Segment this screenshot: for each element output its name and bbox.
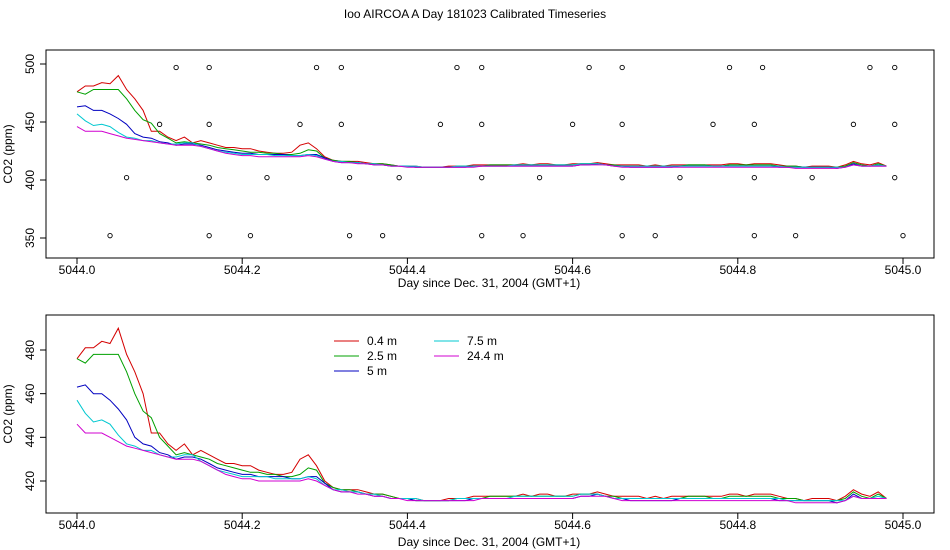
- top-x-tick-label: 5044.0: [59, 263, 96, 277]
- legend-label: 24.4 m: [467, 349, 504, 363]
- top-data-marker: [437, 121, 444, 127]
- bottom-y-tick-label: 460: [23, 383, 37, 403]
- top-data-marker: [313, 64, 320, 71]
- top-data-marker: [751, 233, 757, 239]
- top-data-marker: [206, 233, 212, 239]
- top-data-marker: [892, 121, 898, 127]
- bottom-x-tick-label: 5044.2: [224, 518, 261, 532]
- top-data-marker: [454, 64, 460, 71]
- top-data-marker: [867, 64, 873, 71]
- top-data-marker: [619, 64, 625, 71]
- top-data-marker: [751, 175, 757, 181]
- top-data-marker: [892, 64, 898, 71]
- top-x-tick-label: 5044.4: [389, 263, 426, 277]
- bottom-series-line-7-5-m: [76, 399, 887, 502]
- top-series-line-0-4-m: [76, 74, 887, 168]
- top-data-marker: [396, 175, 402, 181]
- top-data-marker: [536, 175, 543, 181]
- bottom-x-tick-label: 5044.0: [59, 518, 96, 532]
- top-data-marker: [247, 233, 254, 239]
- top-y-tick-label: 350: [23, 228, 37, 248]
- top-data-marker: [107, 233, 113, 239]
- legend-label: 0.4 m: [367, 334, 397, 348]
- bottom-x-tick-label: 5044.6: [554, 518, 591, 532]
- top-data-marker: [726, 64, 733, 71]
- top-y-tick-label: 500: [23, 54, 37, 74]
- top-data-marker: [479, 64, 485, 71]
- top-data-marker: [900, 233, 906, 239]
- legend-label: 2.5 m: [367, 349, 397, 363]
- top-panel: 5044.0 5044.2 5044.4 5044.6 5044.8 5045.0 350 4…: [1, 49, 935, 290]
- bottom-series-line-0-4-m: [76, 326, 887, 502]
- top-data-marker: [569, 121, 576, 127]
- bottom-x-axis-label: Day since Dec. 31, 2004 (GMT+1): [398, 535, 580, 549]
- bottom-y-tick-label: 440: [23, 427, 37, 447]
- top-y-axis-label: CO2 (ppm): [1, 124, 15, 183]
- top-data-marker: [338, 64, 344, 71]
- bottom-series-line-5-m: [76, 384, 887, 504]
- bottom-series-line-24-4-m: [76, 423, 887, 504]
- top-data-marker: [520, 233, 526, 239]
- top-x-tick-label: 5044.2: [224, 263, 261, 277]
- top-x-tick-label: 5044.6: [554, 263, 591, 277]
- bottom-series-line-2-5-m: [76, 353, 887, 502]
- top-data-marker: [619, 175, 625, 181]
- bottom-x-tick-label: 5044.4: [389, 518, 426, 532]
- top-data-marker: [619, 121, 625, 127]
- top-data-marker: [479, 233, 485, 239]
- top-data-marker: [156, 121, 163, 127]
- top-data-marker: [809, 175, 815, 181]
- top-data-marker: [619, 233, 625, 239]
- legend-label: 7.5 m: [467, 334, 497, 348]
- top-data-marker: [346, 233, 353, 239]
- top-x-axis-label: Day since Dec. 31, 2004 (GMT+1): [398, 276, 580, 290]
- top-data-marker: [850, 121, 857, 127]
- chart-title: Ioo AIRCOA A Day 181023 Calibrated Times…: [343, 7, 607, 21]
- legend-label: 5 m: [367, 364, 387, 378]
- top-data-marker: [123, 175, 130, 181]
- bottom-y-axis-label: CO2 (ppm): [1, 384, 15, 443]
- top-y-tick-label: 400: [23, 170, 37, 190]
- top-series-line-5-m: [76, 105, 887, 169]
- top-data-marker: [710, 121, 716, 127]
- top-data-marker: [892, 175, 898, 181]
- top-data-marker: [206, 64, 212, 71]
- bottom-y-tick-label: 480: [23, 340, 37, 360]
- bottom-panel: 5044.0 5044.2 5044.4 5044.6 5044.8 5045.0 420 4…: [1, 314, 935, 549]
- top-data-marker: [677, 175, 683, 181]
- top-y-tick-label: 450: [23, 112, 37, 132]
- legend: 0.4 m2.5 m5 m 7.5 m24.4 m: [334, 334, 504, 378]
- top-data-marker: [264, 175, 270, 181]
- top-series-line-2-5-m: [76, 89, 887, 168]
- top-data-marker: [206, 121, 212, 127]
- top-data-marker: [792, 233, 799, 239]
- top-data-marker: [173, 64, 179, 71]
- top-data-marker: [346, 175, 353, 181]
- top-x-tick-label: 5044.8: [719, 263, 756, 277]
- top-data-marker: [479, 121, 485, 127]
- bottom-plot-frame: [45, 314, 935, 514]
- top-x-tick-label: 5045.0: [885, 263, 922, 277]
- top-data-marker: [379, 233, 386, 239]
- top-data-marker: [652, 233, 658, 239]
- top-data-marker: [297, 121, 303, 127]
- top-data-marker: [479, 175, 485, 181]
- top-data-marker: [586, 64, 592, 71]
- top-data-marker: [759, 64, 766, 71]
- top-series-line-24-4-m: [76, 126, 887, 169]
- top-data-marker: [751, 121, 757, 127]
- top-data-marker: [206, 175, 212, 181]
- top-plot-frame: [45, 49, 935, 259]
- bottom-y-tick-label: 420: [23, 471, 37, 491]
- bottom-x-tick-label: 5044.8: [719, 518, 756, 532]
- bottom-x-tick-label: 5045.0: [885, 518, 922, 532]
- top-data-marker: [338, 121, 344, 127]
